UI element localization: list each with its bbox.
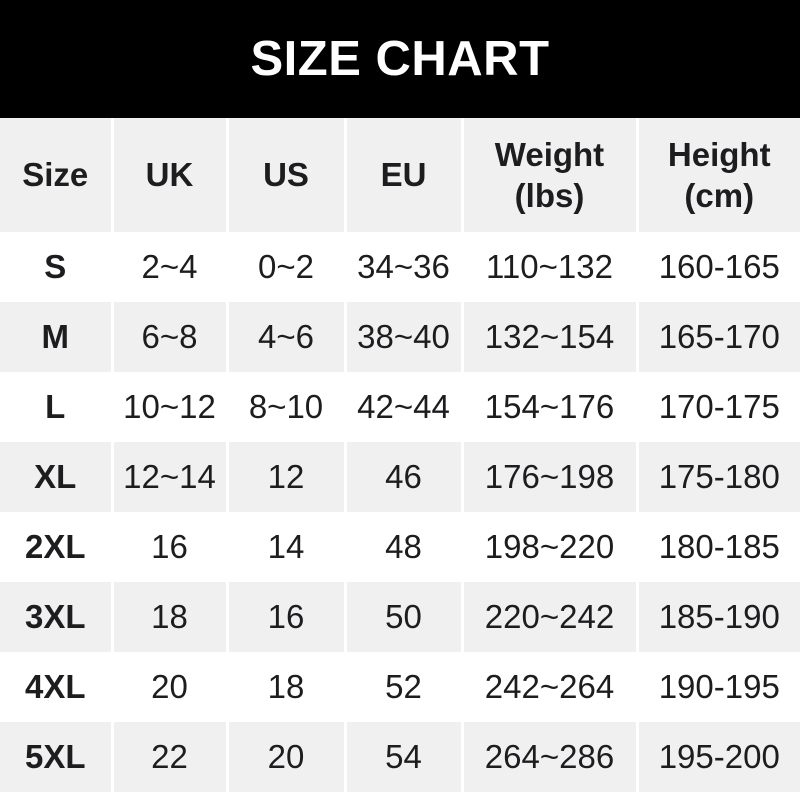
value-cell: 34~36 [343, 232, 462, 302]
value-cell: 20 [110, 652, 227, 722]
value-cell: 52 [343, 652, 462, 722]
table-row: M 6~8 4~6 38~40 132~154 165-170 [0, 302, 800, 372]
value-cell: 22 [110, 722, 227, 792]
value-cell: 18 [110, 582, 227, 652]
value-cell: 12~14 [110, 442, 227, 512]
value-cell: 190-195 [635, 652, 800, 722]
value-cell: 14 [225, 512, 345, 582]
page-title: SIZE CHART [250, 32, 550, 86]
value-cell: 185-190 [635, 582, 800, 652]
col-header-label: Weight [494, 135, 605, 173]
value-cell: 12 [225, 442, 345, 512]
col-header-height: Height (cm) [635, 118, 800, 232]
value-cell: 50 [343, 582, 462, 652]
size-label-cell: 4XL [0, 652, 112, 722]
col-header-label: US [263, 156, 309, 194]
value-cell: 38~40 [343, 302, 462, 372]
col-header-label: UK [145, 156, 194, 194]
size-label-cell: 2XL [0, 512, 112, 582]
col-header-unit: (lbs) [514, 177, 585, 214]
table-row: S 2~4 0~2 34~36 110~132 160-165 [0, 232, 800, 302]
value-cell: 10~12 [110, 372, 227, 442]
size-label-cell: 5XL [0, 722, 112, 792]
col-header-label: Height [667, 135, 771, 173]
value-cell: 6~8 [110, 302, 227, 372]
value-cell: 110~132 [460, 232, 637, 302]
value-cell: 170-175 [635, 372, 800, 442]
col-header-size: Size [0, 118, 112, 232]
value-cell: 175-180 [635, 442, 800, 512]
value-cell: 220~242 [460, 582, 637, 652]
size-label-cell: XL [0, 442, 112, 512]
size-label-cell: L [0, 372, 112, 442]
value-cell: 264~286 [460, 722, 637, 792]
value-cell: 48 [343, 512, 462, 582]
col-header-unit: (cm) [684, 177, 755, 214]
col-header-eu: EU [343, 118, 462, 232]
value-cell: 16 [225, 582, 345, 652]
col-header-label: Size [22, 156, 89, 194]
value-cell: 54 [343, 722, 462, 792]
size-label-cell: M [0, 302, 112, 372]
table-row: 5XL 22 20 54 264~286 195-200 [0, 722, 800, 792]
value-cell: 16 [110, 512, 227, 582]
size-chart-table: Size UK US EU Weight (lbs) Height (cm) S… [0, 118, 800, 792]
value-cell: 18 [225, 652, 345, 722]
table-row: L 10~12 8~10 42~44 154~176 170-175 [0, 372, 800, 442]
size-label-cell: S [0, 232, 112, 302]
value-cell: 154~176 [460, 372, 637, 442]
value-cell: 46 [343, 442, 462, 512]
value-cell: 8~10 [225, 372, 345, 442]
value-cell: 180-185 [635, 512, 800, 582]
value-cell: 0~2 [225, 232, 345, 302]
value-cell: 20 [225, 722, 345, 792]
value-cell: 165-170 [635, 302, 800, 372]
banner: SIZE CHART [0, 0, 800, 118]
table-row: 4XL 20 18 52 242~264 190-195 [0, 652, 800, 722]
size-table-body: S 2~4 0~2 34~36 110~132 160-165 M 6~8 4~6 38~40 13… [0, 232, 800, 792]
value-cell: 160-165 [635, 232, 800, 302]
value-cell: 195-200 [635, 722, 800, 792]
value-cell: 242~264 [460, 652, 637, 722]
col-header-uk: UK [110, 118, 227, 232]
value-cell: 4~6 [225, 302, 345, 372]
size-label-cell: 3XL [0, 582, 112, 652]
table-row: 3XL 18 16 50 220~242 185-190 [0, 582, 800, 652]
value-cell: 132~154 [460, 302, 637, 372]
col-header-weight: Weight (lbs) [460, 118, 637, 232]
col-header-us: US [225, 118, 345, 232]
value-cell: 176~198 [460, 442, 637, 512]
table-row: XL 12~14 12 46 176~198 175-180 [0, 442, 800, 512]
table-row: 2XL 16 14 48 198~220 180-185 [0, 512, 800, 582]
value-cell: 2~4 [110, 232, 227, 302]
value-cell: 42~44 [343, 372, 462, 442]
value-cell: 198~220 [460, 512, 637, 582]
header-row: Size UK US EU Weight (lbs) Height (cm) [0, 118, 800, 232]
col-header-label: EU [380, 156, 427, 194]
